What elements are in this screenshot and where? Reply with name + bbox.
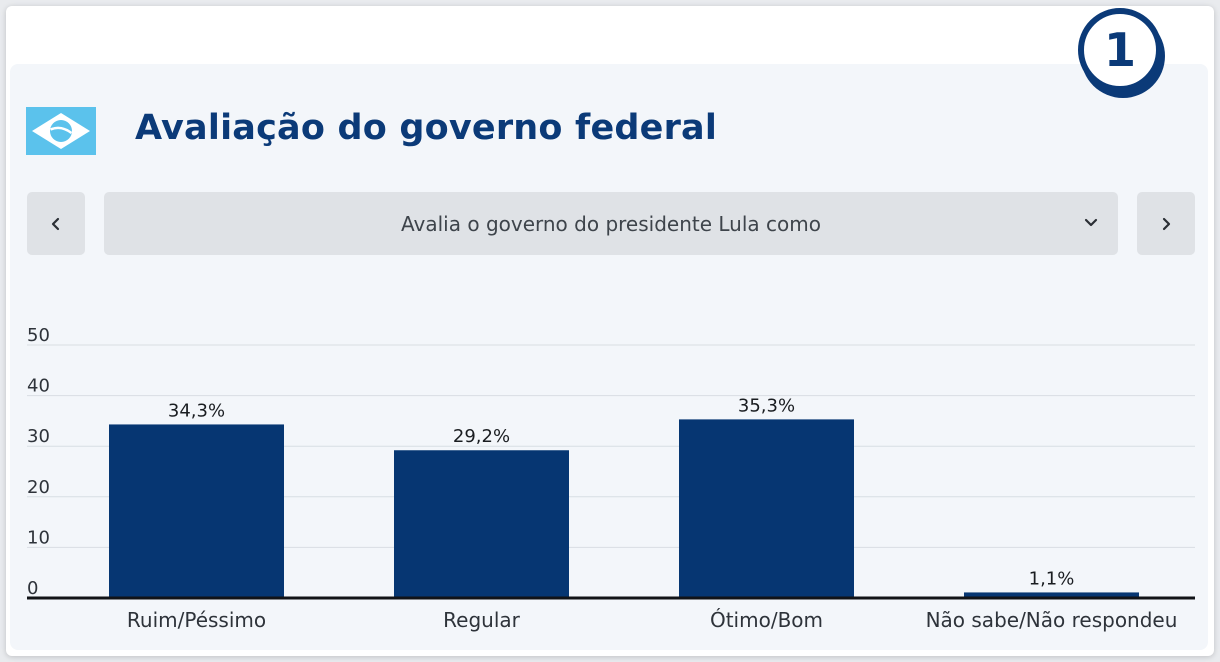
y-tick-label: 10 [27,527,50,548]
y-tick-label: 40 [27,376,50,397]
next-question-button[interactable] [1137,192,1195,255]
bar-value-label: 29,2% [453,426,510,447]
step-badge: 1 [1078,8,1162,92]
page-title: Avaliação do governo federal [135,108,718,148]
y-tick-label: 0 [27,578,38,599]
y-tick-label: 20 [27,477,50,498]
bar-value-label: 35,3% [738,395,795,416]
bar [679,419,854,598]
chevron-right-icon [1162,217,1171,230]
bar [109,424,284,598]
step-badge-number: 1 [1103,23,1136,77]
previous-question-button[interactable] [27,192,85,255]
x-tick-label: Não sabe/Não respondeu [926,608,1178,632]
question-select[interactable]: Avalia o governo do presidente Lula como [104,192,1118,255]
x-tick-label: Ótimo/Bom [710,608,823,632]
brazil-flag-icon [26,107,96,155]
chevron-left-icon [51,217,60,230]
bar [394,450,569,598]
x-tick-label: Regular [443,608,520,632]
bar-value-label: 1,1% [1029,568,1075,589]
y-tick-label: 50 [27,325,50,346]
bar [964,592,1139,598]
chevron-down-icon [1084,218,1098,227]
bar-value-label: 34,3% [168,400,225,421]
x-tick-label: Ruim/Péssimo [127,608,266,632]
question-select-value: Avalia o governo do presidente Lula como [401,211,821,236]
y-tick-label: 30 [27,426,50,447]
